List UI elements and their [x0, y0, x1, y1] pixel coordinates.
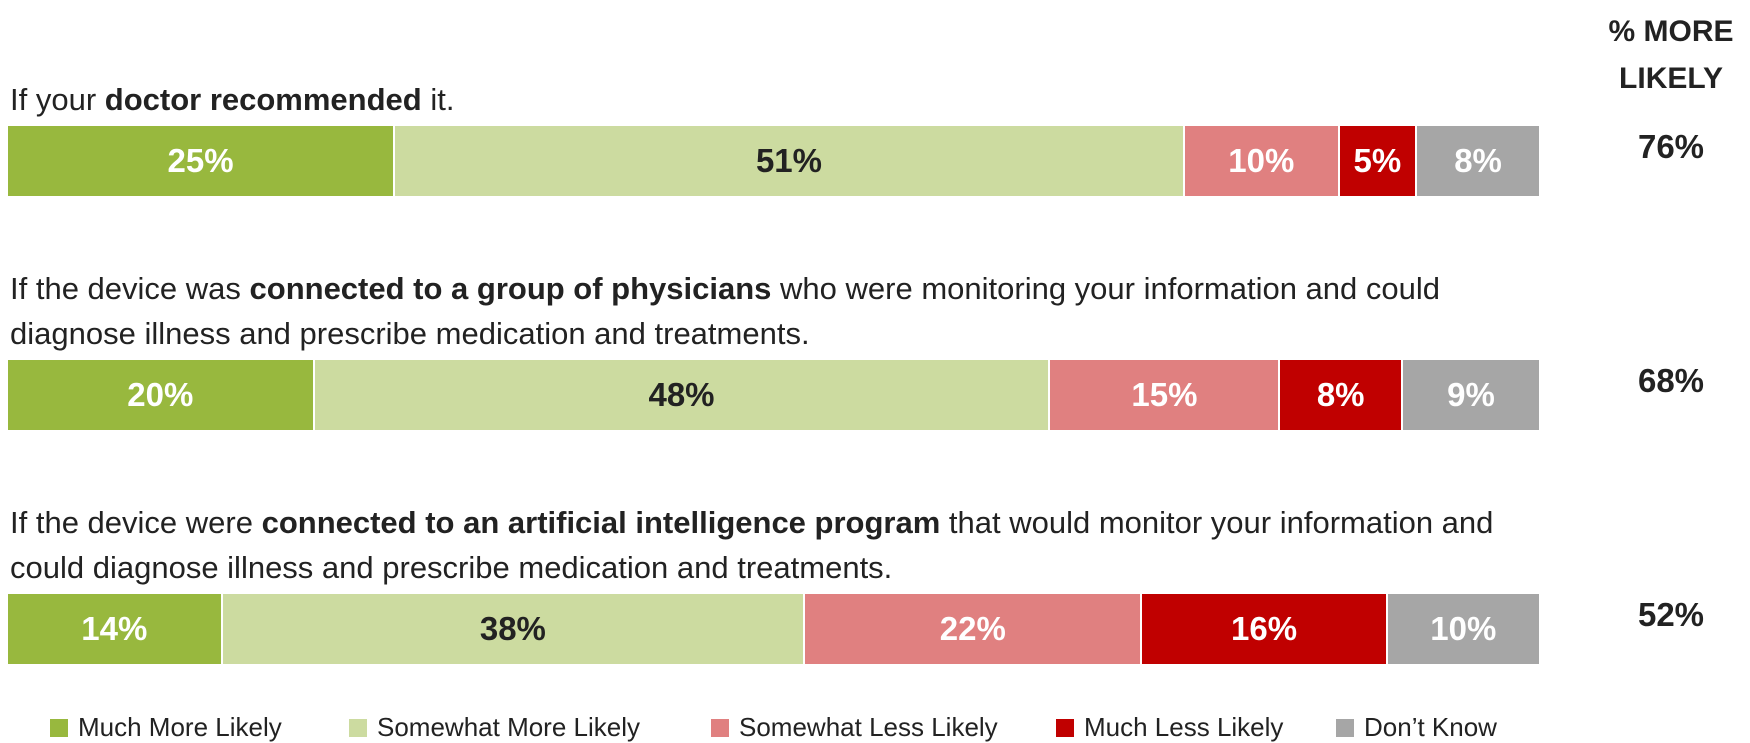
- value-label: 9%: [1447, 376, 1495, 413]
- bar-segment: 8%: [1417, 126, 1541, 196]
- legend-item: Don’t Know: [1336, 712, 1497, 743]
- value-label: 10%: [1430, 610, 1497, 647]
- label-part: who were monitoring your information and…: [10, 271, 1440, 351]
- bar-segment: 9%: [1403, 360, 1541, 430]
- legend-label: Much Less Likely: [1084, 712, 1284, 742]
- totals-header: % MORE LIKELY: [1608, 15, 1734, 95]
- label-part: If your: [10, 82, 105, 117]
- label-part: connected to a group of physicians: [249, 271, 772, 306]
- bar-segment: 10%: [1387, 594, 1541, 664]
- legend-item: Much More Likely: [50, 712, 282, 743]
- label-part: doctor recommended: [104, 82, 422, 117]
- value-label: 10%: [1228, 142, 1295, 179]
- legend-item: Somewhat More Likely: [349, 712, 640, 743]
- label-part: it.: [421, 82, 455, 117]
- legend-label: Somewhat More Likely: [377, 712, 640, 742]
- label-part: connected to an artificial intelligence …: [261, 505, 941, 540]
- legend-swatch: [1056, 718, 1074, 737]
- value-label: 38%: [479, 610, 546, 647]
- value-label: 5%: [1353, 142, 1402, 179]
- bar-segment: 15%: [1050, 360, 1281, 430]
- bar-segment: 20%: [8, 360, 315, 430]
- legend-swatch: [1336, 718, 1354, 737]
- bar-segment: 8%: [1280, 360, 1403, 430]
- category-label: If your doctor recommended it.: [10, 77, 1510, 122]
- value-label: 15%: [1131, 376, 1198, 413]
- value-label: 20%: [127, 376, 194, 413]
- value-label: 8%: [1316, 376, 1365, 413]
- legend-swatch: [711, 718, 729, 737]
- bar-segment: 22%: [805, 594, 1143, 664]
- total-label: 76%: [1637, 128, 1705, 165]
- label-part: If the device were: [10, 505, 262, 540]
- value-label: 14%: [81, 610, 148, 647]
- value-label: 22%: [939, 610, 1006, 647]
- legend-item: Much Less Likely: [1056, 712, 1283, 743]
- legend-label: Somewhat Less Likely: [739, 712, 998, 742]
- label-part: If the device was: [10, 271, 250, 306]
- bar-segment: 38%: [222, 594, 806, 664]
- total-label: 52%: [1637, 596, 1705, 633]
- value-label: 16%: [1231, 610, 1298, 647]
- label-part: that would monitor your information and …: [10, 505, 1494, 585]
- total-label: 68%: [1637, 362, 1705, 399]
- category-label: If the device were connected to an artif…: [10, 500, 1510, 590]
- bar-segment: 16%: [1142, 594, 1388, 664]
- legend-label: Don’t Know: [1364, 712, 1497, 742]
- bar-segment: 25%: [8, 126, 396, 196]
- value-label: 8%: [1454, 142, 1502, 179]
- bar-segment: 48%: [314, 360, 1051, 430]
- value-label: 25%: [167, 142, 234, 179]
- bar-segment: 51%: [395, 126, 1185, 196]
- legend-item: Somewhat Less Likely: [711, 712, 998, 743]
- bar-segment: 14%: [8, 594, 223, 664]
- category-label: If the device was connected to a group o…: [10, 266, 1510, 356]
- legend-swatch: [50, 718, 68, 737]
- value-label: 48%: [648, 376, 715, 413]
- value-label: 51%: [755, 142, 822, 179]
- bar-segment: 5%: [1339, 126, 1418, 196]
- legend-label: Much More Likely: [78, 712, 282, 742]
- legend-swatch: [349, 718, 367, 737]
- bar-segment: 10%: [1184, 126, 1340, 196]
